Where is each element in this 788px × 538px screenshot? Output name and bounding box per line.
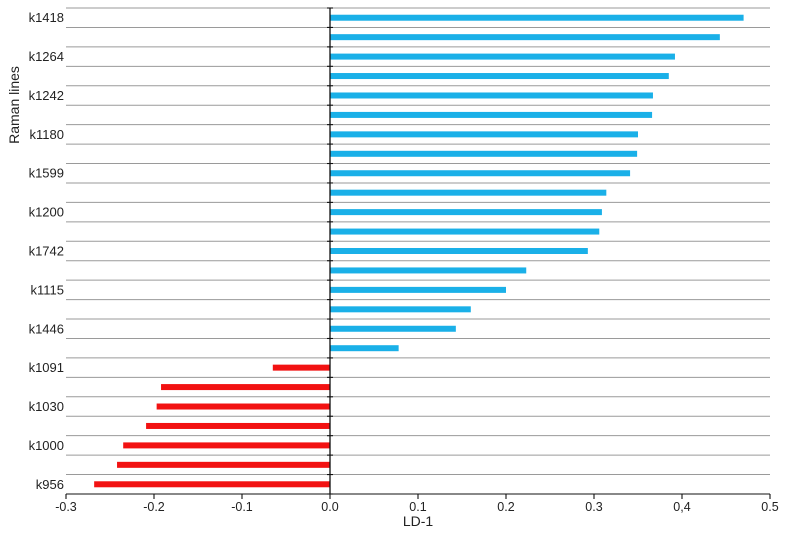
bar <box>123 442 330 449</box>
bar <box>330 345 399 352</box>
y-tick-label: k1030 <box>29 399 64 414</box>
x-tick-label: 0.2 <box>497 500 514 514</box>
bar <box>117 461 330 468</box>
bar <box>330 170 631 177</box>
bar <box>330 14 744 21</box>
bar <box>94 481 330 488</box>
bar <box>330 34 720 41</box>
bar <box>330 267 527 274</box>
x-tick-label: -0.2 <box>143 500 165 514</box>
bars <box>94 14 744 488</box>
bar <box>330 325 456 332</box>
x-tick-labels: -0.3 -0.2 -0.1 0.0 0.1 0.2 0.3 0,4 0.5 <box>55 500 779 514</box>
bar <box>330 111 653 118</box>
y-tick-label: k956 <box>36 477 64 492</box>
x-tick-label: 0.5 <box>761 500 778 514</box>
bar <box>330 189 607 196</box>
bar <box>330 228 600 235</box>
bar <box>161 384 330 391</box>
bar <box>330 73 669 80</box>
y-tick-labels: k1418 k1264 k1242 k1180 k1599 k1200 k1742 k1115… <box>29 10 64 492</box>
x-tick-label: 0.1 <box>409 500 426 514</box>
y-tick-label: k1242 <box>29 88 64 103</box>
axes <box>65 7 771 499</box>
x-axis-title: LD-1 <box>403 513 434 529</box>
y-tick-label: k1000 <box>29 438 64 453</box>
bar <box>272 364 330 371</box>
bar <box>330 92 653 99</box>
bar <box>330 248 588 254</box>
bar <box>156 403 330 410</box>
y-tick-label: k1418 <box>29 10 64 25</box>
bar <box>146 422 330 429</box>
gridlines <box>66 7 770 495</box>
x-tick-label: 0.0 <box>321 500 338 514</box>
x-tick-label: -0.1 <box>231 500 253 514</box>
bar <box>330 150 638 157</box>
bar <box>330 131 638 138</box>
x-tick-label: 0,4 <box>673 500 690 514</box>
bar <box>330 306 471 313</box>
y-tick-label: k1599 <box>29 166 64 181</box>
bar <box>330 209 602 216</box>
bar <box>330 53 675 60</box>
y-tick-label: k1742 <box>29 244 64 259</box>
x-tick-label: 0.3 <box>585 500 602 514</box>
y-tick-label: k1180 <box>30 127 64 142</box>
y-tick-label: k1264 <box>29 49 64 64</box>
y-tick-label: k1446 <box>29 321 64 336</box>
y-tick-label: k1115 <box>31 282 65 297</box>
y-axis-title: Raman lines <box>6 66 22 144</box>
x-tick-label: -0.3 <box>55 500 77 514</box>
bar <box>330 286 506 293</box>
y-tick-label: k1091 <box>29 360 64 375</box>
y-tick-label: k1200 <box>29 205 64 220</box>
